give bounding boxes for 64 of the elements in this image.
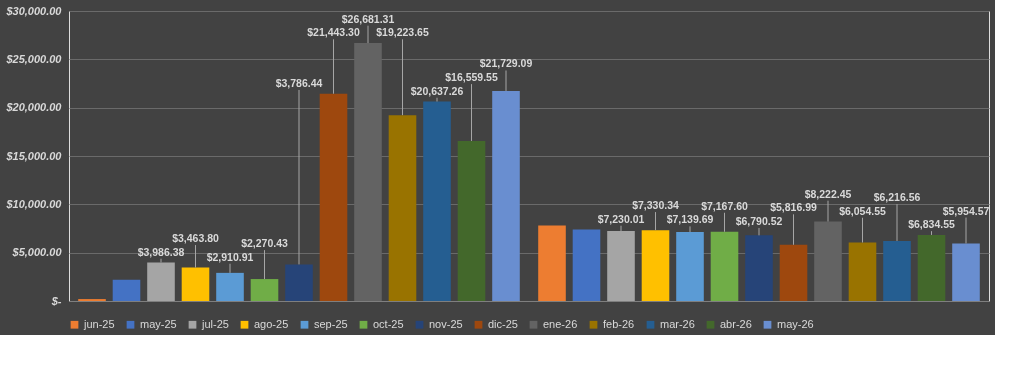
data-label: $2,270.43 xyxy=(241,237,289,250)
legend-label: may-25 xyxy=(140,317,177,330)
bar xyxy=(848,242,877,301)
y-tick-label: $10,000.00 xyxy=(5,197,63,210)
legend-label: mar-26 xyxy=(660,317,695,330)
legend-label: feb-26 xyxy=(603,317,635,330)
y-tick-label: $25,000.00 xyxy=(5,52,63,65)
data-label: $21,443.30 xyxy=(307,26,360,39)
bar xyxy=(112,279,141,301)
bar xyxy=(181,267,210,301)
bar xyxy=(710,231,739,301)
y-tick-label: $5,000.00 xyxy=(11,246,63,259)
data-label: $20,637.26 xyxy=(410,84,464,97)
data-label: $3,986.38 xyxy=(137,245,185,258)
bar xyxy=(388,115,417,301)
bar xyxy=(457,140,486,301)
bar xyxy=(250,279,279,301)
legend-label: jun-25 xyxy=(83,317,115,330)
legend-label: abr-26 xyxy=(720,317,752,330)
data-label: $7,167.60 xyxy=(701,199,749,212)
data-label: $7,230.01 xyxy=(597,212,645,225)
legend-label: oct-25 xyxy=(373,317,404,330)
legend-label: sep-25 xyxy=(314,317,348,330)
bar xyxy=(216,272,244,301)
bar xyxy=(572,229,601,301)
bar xyxy=(676,231,704,301)
bar xyxy=(319,93,348,301)
bar xyxy=(492,90,520,301)
legend-label: ago-25 xyxy=(254,317,289,330)
bar xyxy=(641,230,670,301)
data-label: $7,139.69 xyxy=(666,213,714,226)
data-label: $6,216.56 xyxy=(873,191,921,204)
y-tick-label: $15,000.00 xyxy=(5,149,63,162)
data-label: $16,559.55 xyxy=(445,71,498,84)
bar xyxy=(538,225,566,301)
bar xyxy=(285,264,313,301)
data-label: $7,330.34 xyxy=(632,199,680,212)
legend-label: may-26 xyxy=(777,317,814,330)
data-label: $6,790.52 xyxy=(735,214,783,227)
bar xyxy=(779,244,808,301)
data-label: $3,786.44 xyxy=(275,76,323,89)
y-tick-label: $30,000.00 xyxy=(5,4,63,17)
data-label: $3,463.80 xyxy=(172,232,220,245)
data-label: $2,910.91 xyxy=(206,250,254,263)
bar xyxy=(917,234,946,301)
legend-label: jul-25 xyxy=(201,317,229,330)
data-label: $8,222.45 xyxy=(804,187,852,200)
data-label: $6,834.55 xyxy=(908,218,956,231)
data-label: $26,681.31 xyxy=(341,12,395,25)
bar xyxy=(952,243,980,301)
bar xyxy=(745,235,773,301)
data-label: $5,954.57 xyxy=(942,204,990,217)
data-label: $21,729.09 xyxy=(479,57,533,70)
data-label: $5,816.99 xyxy=(770,201,818,214)
data-label: $19,223.65 xyxy=(376,26,429,39)
y-tick-label: $20,000.00 xyxy=(5,101,63,114)
legend-label: ene-26 xyxy=(543,317,578,330)
y-tick-label: $- xyxy=(50,294,62,307)
bar xyxy=(423,101,451,301)
legend-label: nov-25 xyxy=(429,317,463,330)
legend-label: dic-25 xyxy=(488,317,518,330)
data-label: $6,054.55 xyxy=(839,204,887,217)
bar xyxy=(883,240,911,301)
bar xyxy=(147,262,175,301)
